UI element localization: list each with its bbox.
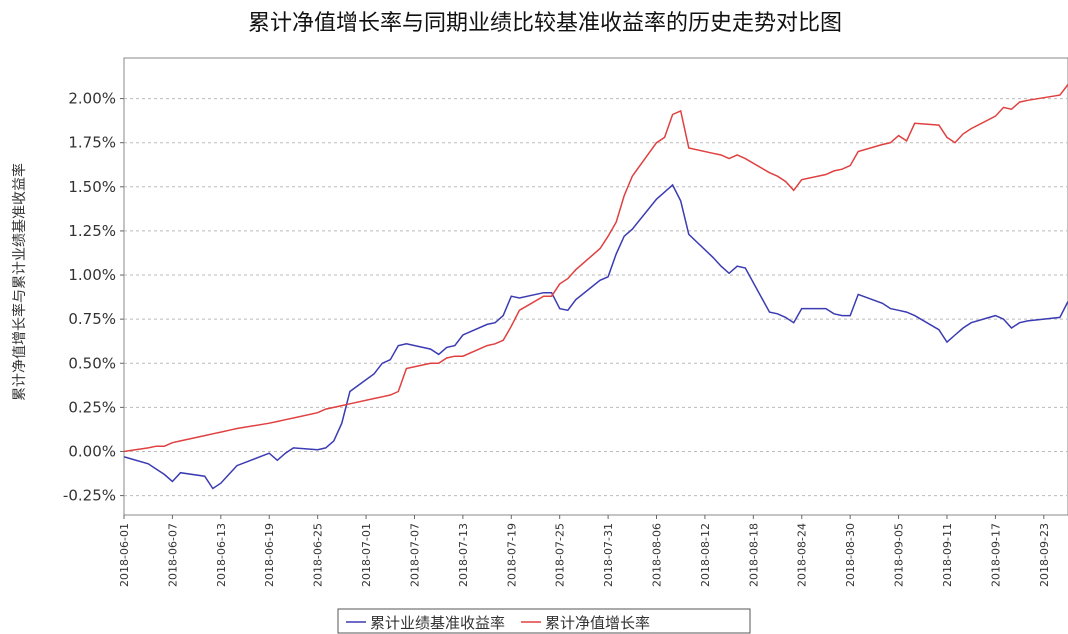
plot-area [123, 57, 1068, 516]
y-tick-label: 0.00% [68, 442, 116, 460]
x-tick-label: 2018-06-25 [312, 523, 325, 587]
series-line [123, 84, 1068, 453]
x-tick-label: 2018-07-25 [554, 523, 567, 587]
y-tick-label: -0.25% [63, 487, 116, 505]
x-tick-label: 2018-09-17 [989, 523, 1002, 587]
y-tick-label: 1.25% [68, 222, 116, 240]
y-tick-label: 0.25% [68, 398, 116, 416]
x-tick-label: 2018-08-06 [651, 523, 664, 587]
x-tick-label: 2018-08-24 [796, 523, 809, 587]
x-tick-label: 2018-09-23 [1038, 523, 1051, 587]
y-tick-label: 1.00% [68, 266, 116, 284]
x-tick-label: 2018-09-05 [893, 523, 906, 587]
x-tick-label: 2018-08-30 [844, 523, 857, 587]
y-tick-label: 1.75% [68, 134, 116, 152]
x-tick-label: 2018-06-13 [215, 523, 228, 587]
x-tick-label: 2018-07-19 [505, 523, 518, 587]
legend-label: 累计净值增长率 [545, 614, 650, 632]
x-tick-label: 2018-08-12 [699, 523, 712, 587]
x-tick-label: 2018-09-11 [941, 523, 954, 587]
legend-label: 累计业绩基准收益率 [370, 614, 505, 632]
y-tick-label: 0.50% [68, 354, 116, 372]
legend: 累计业绩基准收益率 累计净值增长率 [337, 608, 751, 634]
x-tick-label: 2018-08-18 [747, 523, 760, 587]
legend-box [337, 608, 751, 634]
x-tick-label: 2018-07-13 [457, 523, 470, 587]
x-tick-label: 2018-07-31 [602, 523, 615, 587]
x-tick-label: 2018-06-01 [118, 523, 131, 587]
x-tick-label: 2018-07-07 [408, 523, 421, 587]
series-line [123, 183, 1068, 490]
chart-title: 累计净值增长率与同期业绩比较基准收益率的历史走势对比图 [248, 11, 842, 36]
y-tick-label: 1.50% [68, 178, 116, 196]
x-tick-label: 2018-07-01 [360, 523, 373, 587]
y-axis-label: 累计净值增长率与累计业绩基准收益率 [11, 163, 28, 401]
y-tick-label: 0.75% [68, 310, 116, 328]
y-tick-label: 2.00% [68, 90, 116, 108]
x-tick-label: 2018-06-07 [166, 523, 179, 587]
x-tick-label: 2018-06-19 [263, 523, 276, 587]
